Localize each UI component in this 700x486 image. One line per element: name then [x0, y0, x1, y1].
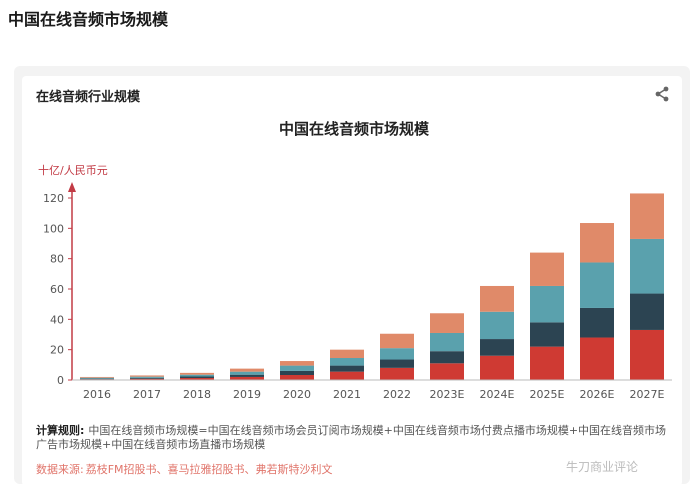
bar-segment [530, 252, 564, 286]
y-axis-arrow [68, 182, 76, 192]
bar-segment [130, 376, 164, 378]
bars [80, 193, 664, 380]
y-tick-label: 60 [50, 283, 64, 296]
bar-segment [530, 322, 564, 347]
bar-segment [430, 313, 464, 333]
bar-segment [380, 367, 414, 380]
bar-segment [630, 193, 664, 239]
data-source: 数据来源: 荔枝FM招股书、喜马拉雅招股书、弗若斯特沙利文 [36, 461, 333, 477]
bar-segment [530, 346, 564, 380]
x-tick-label: 2016 [83, 388, 111, 401]
source-label: 数据来源: [36, 463, 84, 476]
bar-segment [130, 377, 164, 379]
bar-segment [580, 337, 614, 380]
y-tick-label: 80 [50, 253, 64, 266]
source-text: 荔枝FM招股书、喜马拉雅招股书、弗若斯特沙利文 [85, 463, 333, 476]
y-tick-label: 120 [43, 192, 64, 205]
bar-segment [180, 374, 214, 377]
chart-card [22, 76, 682, 486]
bar-segment [230, 376, 264, 380]
bar-segment [580, 262, 614, 308]
x-tick-label: 2018 [183, 388, 211, 401]
bar-segment [330, 349, 364, 359]
formula-label: 计算规则: [36, 424, 85, 437]
x-tick-label: 2026E [580, 388, 615, 401]
bar-segment [330, 358, 364, 366]
bar-segment [80, 377, 114, 379]
x-tick-label: 2022 [383, 388, 411, 401]
bar-segment [280, 374, 314, 380]
x-tick-label: 2025E [530, 388, 565, 401]
y-tick-label: 100 [43, 222, 64, 235]
bar-segment [280, 370, 314, 375]
bar-segment [180, 376, 214, 379]
y-tick-label: 0 [57, 374, 64, 387]
bar-segment [480, 285, 514, 312]
bar-segment [80, 378, 114, 380]
x-tick-label: 2017 [133, 388, 161, 401]
bar-segment [80, 376, 114, 378]
bar-segment [430, 363, 464, 380]
bar-segment [230, 371, 264, 375]
formula-note: 计算规则: 中国在线音频市场规模=中国在线音频市场会员订阅市场规模+中国在线音频市… [36, 424, 676, 452]
bar-segment [280, 361, 314, 366]
bar-segment [230, 374, 264, 377]
bar-segment [630, 238, 664, 294]
formula-text: 中国在线音频市场规模=中国在线音频市场会员订阅市场规模+中国在线音频市场付费点播… [36, 424, 667, 451]
axes [68, 182, 672, 381]
card-title: 在线音频行业规模 [36, 90, 141, 105]
share-icon[interactable] [654, 86, 670, 102]
bar-segment [530, 285, 564, 323]
bar-segment [630, 329, 664, 380]
y-axis-ticks: 0 20 40 60 80 100 120 [43, 192, 72, 387]
bar-segment [280, 365, 314, 371]
bar-segment [580, 307, 614, 338]
x-tick-label: 2019 [233, 388, 261, 401]
y-tick-label: 40 [50, 313, 64, 326]
bar-segment [130, 378, 164, 380]
bar-segment [380, 333, 414, 349]
chart-title: 中国在线音频市场规模 [279, 120, 430, 138]
bar-segment [180, 372, 214, 375]
bar-segment [480, 339, 514, 356]
x-tick-label: 2027E [630, 388, 665, 401]
x-axis-ticks: 2016 2017 2018 2019 2020 2021 2022 2023E 2024E 20… [83, 388, 665, 401]
bar-segment [430, 332, 464, 352]
bar-segment [380, 348, 414, 360]
watermark: 牛刀商业评论 [566, 460, 639, 474]
bar-segment [230, 368, 264, 372]
bar-segment [630, 293, 664, 330]
page-title: 中国在线音频市场规模 [8, 10, 169, 29]
bar-segment [480, 355, 514, 380]
bar-segment [430, 351, 464, 364]
x-tick-label: 2024E [480, 388, 515, 401]
bar-segment [380, 359, 414, 368]
bar-segment [330, 371, 364, 380]
y-axis-label: 十亿/人民币元 [38, 163, 108, 177]
bar-segment [480, 311, 514, 340]
x-tick-label: 2021 [333, 388, 361, 401]
bar-segment [330, 365, 364, 372]
x-tick-label: 2023E [430, 388, 465, 401]
bar-segment [180, 378, 214, 380]
y-tick-label: 20 [50, 344, 64, 357]
bar-segment [130, 375, 164, 377]
bar-segment [580, 223, 614, 263]
x-tick-label: 2020 [283, 388, 311, 401]
